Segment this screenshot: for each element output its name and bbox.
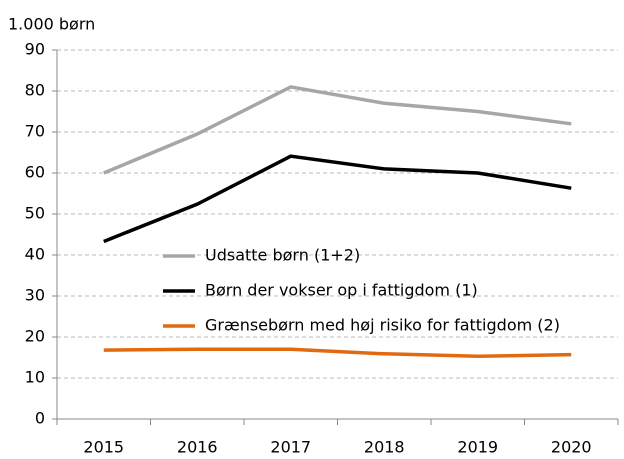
x-tick-label: 2015 <box>83 438 124 457</box>
y-tick-label: 60 <box>25 163 45 182</box>
x-tick-label: 2016 <box>177 438 218 457</box>
y-tick-label: 90 <box>25 40 45 59</box>
y-tick-label: 20 <box>25 327 45 346</box>
x-tick-label: 2018 <box>364 438 405 457</box>
y-tick-label: 40 <box>25 245 45 264</box>
y-tick-label: 80 <box>25 81 45 100</box>
legend-label: Udsatte børn (1+2) <box>205 246 360 265</box>
y-tick-label: 50 <box>25 204 45 223</box>
series-line <box>103 154 572 244</box>
y-tick-label: 0 <box>35 409 45 428</box>
legend-label: Grænsebørn med høj risiko for fattigdom … <box>205 316 560 335</box>
series-line <box>103 347 572 359</box>
y-tick-label: 30 <box>25 286 45 305</box>
legend-label: Børn der vokser op i fattigdom (1) <box>205 281 478 300</box>
x-tick-label: 2017 <box>270 438 311 457</box>
x-tick-label: 2020 <box>551 438 592 457</box>
y-tick-label: 10 <box>25 368 45 387</box>
series-line <box>103 85 572 175</box>
y-tick-label: 70 <box>25 122 45 141</box>
y-axis-label: 1.000 børn <box>8 15 95 34</box>
x-tick-label: 2019 <box>457 438 498 457</box>
